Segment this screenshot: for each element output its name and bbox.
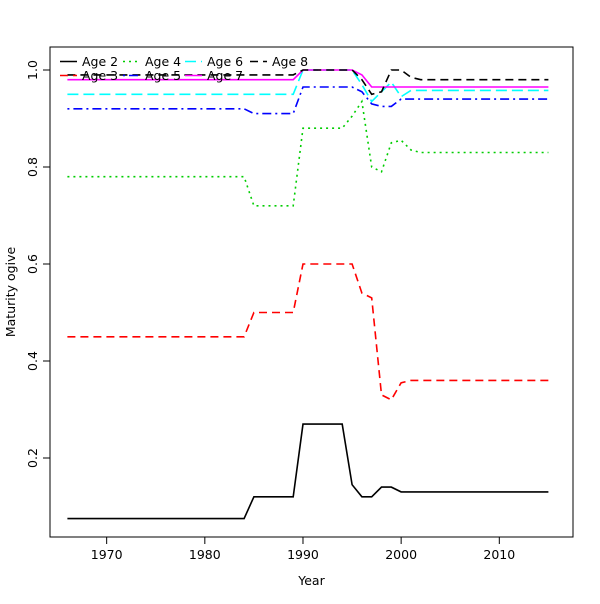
y-tick-label: 0.8: [25, 157, 40, 177]
series-line-age-5: [67, 86, 549, 115]
series-line-age-3: [67, 263, 549, 401]
x-tick-label: 2010: [483, 547, 515, 562]
y-tick-label: 0.6: [25, 254, 40, 274]
series-line-age-8: [67, 69, 549, 96]
x-tick-label: 1990: [287, 547, 319, 562]
legend-label-age-6: Age 6: [207, 54, 243, 69]
x-axis-title: Year: [297, 573, 325, 588]
x-tick-label: 1970: [91, 547, 123, 562]
legend-label-age-7: Age 7: [207, 68, 243, 83]
plot-box: [49, 46, 574, 538]
legend-label-age-2: Age 2: [82, 54, 118, 69]
y-tick-label: 0.2: [25, 448, 40, 468]
legend-label-age-8: Age 8: [272, 54, 308, 69]
y-tick-label: 1.0: [25, 60, 40, 80]
legend-label-age-3: Age 3: [82, 68, 118, 83]
x-tick-label: 1980: [189, 547, 221, 562]
y-axis-title: Maturity ogive: [3, 247, 18, 338]
legend-label-age-4: Age 4: [145, 54, 181, 69]
series-line-age-2: [67, 423, 549, 520]
y-tick-label: 0.4: [25, 351, 40, 371]
x-tick-label: 2000: [385, 547, 417, 562]
legend-label-age-5: Age 5: [145, 68, 181, 83]
